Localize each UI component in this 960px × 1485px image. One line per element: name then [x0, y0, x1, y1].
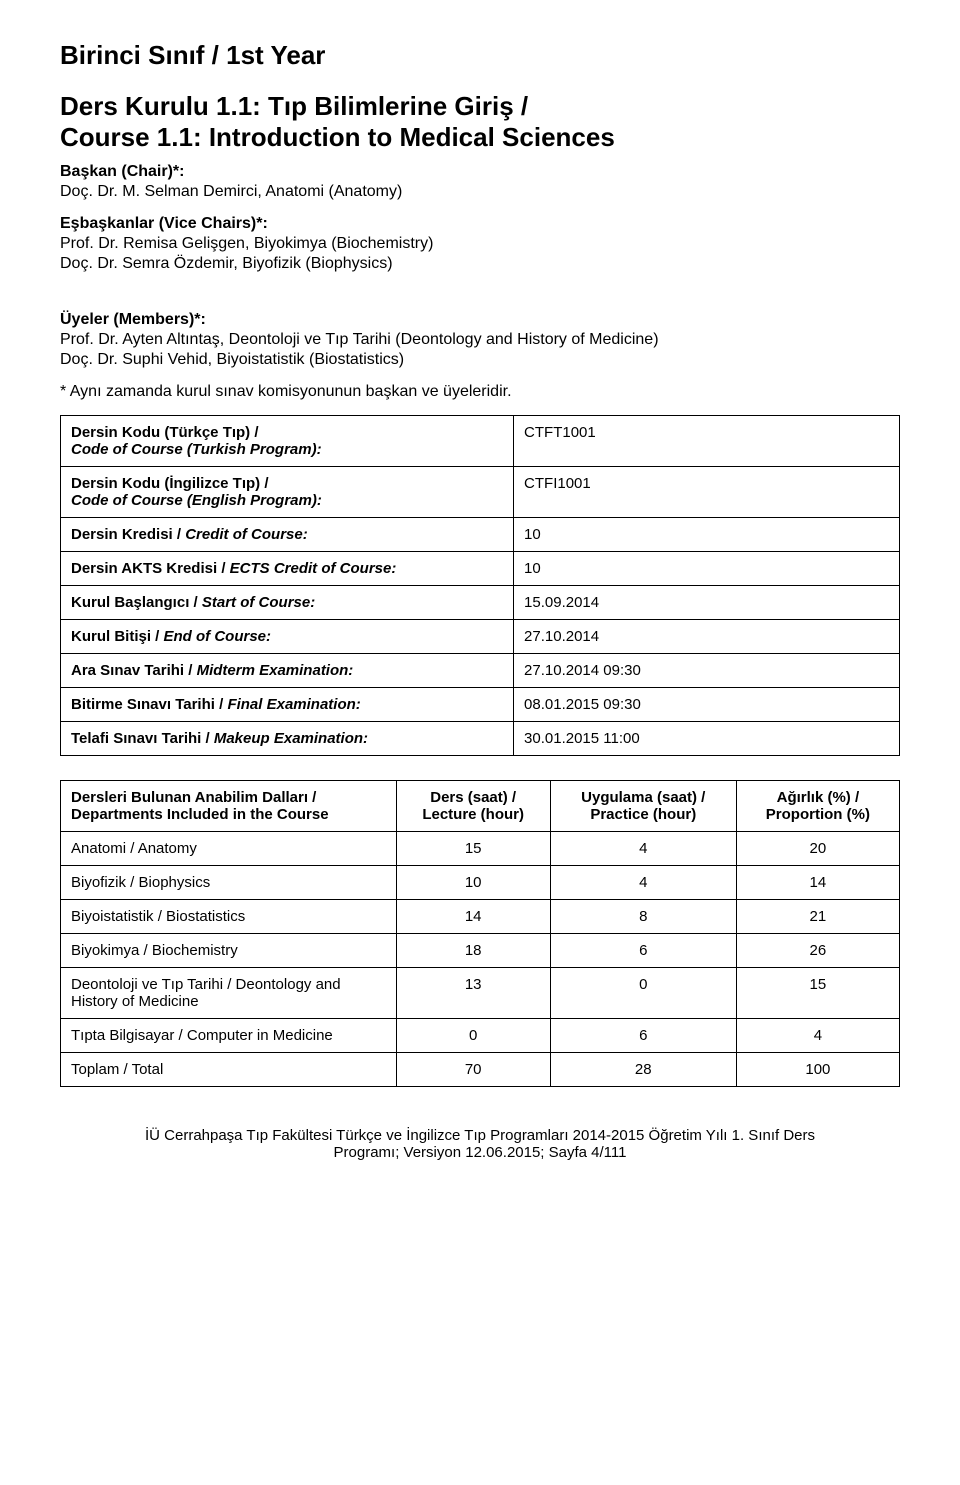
- dept-proportion: 14: [736, 866, 899, 900]
- dept-lecture: 13: [396, 968, 550, 1019]
- info-row: Dersin AKTS Kredisi / ECTS Credit of Cou…: [61, 552, 900, 586]
- info-row: Bitirme Sınavı Tarihi / Final Examinatio…: [61, 688, 900, 722]
- dept-lecture: 10: [396, 866, 550, 900]
- dept-proportion: 26: [736, 934, 899, 968]
- info-row: Dersin Kredisi / Credit of Course:10: [61, 518, 900, 552]
- course-info-table: Dersin Kodu (Türkçe Tıp) /Code of Course…: [60, 415, 900, 756]
- dept-name: Deontoloji ve Tıp Tarihi / Deontology an…: [61, 968, 397, 1019]
- dept-name: Tıpta Bilgisayar / Computer in Medicine: [61, 1019, 397, 1053]
- dept-proportion: 20: [736, 832, 899, 866]
- year-heading: Birinci Sınıf / 1st Year: [60, 40, 900, 71]
- dept-practice: 4: [550, 832, 736, 866]
- chair-block: Başkan (Chair)*: Doç. Dr. M. Selman Demi…: [60, 163, 900, 201]
- info-row: Kurul Bitişi / End of Course:27.10.2014: [61, 620, 900, 654]
- dept-practice: 6: [550, 934, 736, 968]
- info-label: Dersin Kodu (İngilizce Tıp) /Code of Cou…: [61, 467, 514, 518]
- info-label: Ara Sınav Tarihi / Midterm Examination:: [61, 654, 514, 688]
- dept-name: Toplam / Total: [61, 1053, 397, 1087]
- info-row: Ara Sınav Tarihi / Midterm Examination:2…: [61, 654, 900, 688]
- page-footer: İÜ Cerrahpaşa Tıp Fakültesi Türkçe ve İn…: [60, 1127, 900, 1161]
- course-title-en: Course 1.1: Introduction to Medical Scie…: [60, 122, 615, 152]
- vicechairs-block: Eşbaşkanlar (Vice Chairs)*: Prof. Dr. Re…: [60, 215, 900, 273]
- dept-name: Biyoistatistik / Biostatistics: [61, 900, 397, 934]
- departments-table: Dersleri Bulunan Anabilim Dalları / Depa…: [60, 780, 900, 1087]
- dept-lecture: 70: [396, 1053, 550, 1087]
- dept-header-lecture: Ders (saat) / Lecture (hour): [396, 781, 550, 832]
- dept-practice: 28: [550, 1053, 736, 1087]
- dept-proportion: 15: [736, 968, 899, 1019]
- info-value: 27.10.2014: [514, 620, 900, 654]
- dept-row: Biyofizik / Biophysics10414: [61, 866, 900, 900]
- dept-header-proportion: Ağırlık (%) / Proportion (%): [736, 781, 899, 832]
- vicechair-name-1: Doç. Dr. Semra Özdemir, Biyofizik (Bioph…: [60, 255, 900, 273]
- members-block: Üyeler (Members)*: Prof. Dr. Ayten Altın…: [60, 311, 900, 369]
- dept-lecture: 18: [396, 934, 550, 968]
- info-value: 10: [514, 552, 900, 586]
- info-row: Kurul Başlangıcı / Start of Course:15.09…: [61, 586, 900, 620]
- dept-row: Anatomi / Anatomy15420: [61, 832, 900, 866]
- info-value: 08.01.2015 09:30: [514, 688, 900, 722]
- info-value: 10: [514, 518, 900, 552]
- vicechair-name-0: Prof. Dr. Remisa Gelişgen, Biyokimya (Bi…: [60, 235, 900, 253]
- footnote: * Aynı zamanda kurul sınav komisyonunun …: [60, 383, 900, 401]
- dept-lecture: 0: [396, 1019, 550, 1053]
- course-title-tr: Ders Kurulu 1.1: Tıp Bilimlerine Giriş /: [60, 91, 528, 121]
- members-label: Üyeler (Members)*:: [60, 311, 900, 329]
- dept-proportion: 21: [736, 900, 899, 934]
- vicechairs-label: Eşbaşkanlar (Vice Chairs)*:: [60, 215, 900, 233]
- dept-proportion: 100: [736, 1053, 899, 1087]
- chair-label: Başkan (Chair)*:: [60, 163, 900, 181]
- info-label: Dersin AKTS Kredisi / ECTS Credit of Cou…: [61, 552, 514, 586]
- dept-row: Deontoloji ve Tıp Tarihi / Deontology an…: [61, 968, 900, 1019]
- dept-name: Biyofizik / Biophysics: [61, 866, 397, 900]
- info-label: Bitirme Sınavı Tarihi / Final Examinatio…: [61, 688, 514, 722]
- member-name-0: Prof. Dr. Ayten Altıntaş, Deontoloji ve …: [60, 331, 900, 349]
- dept-name: Biyokimya / Biochemistry: [61, 934, 397, 968]
- info-label: Kurul Bitişi / End of Course:: [61, 620, 514, 654]
- footer-line-1: İÜ Cerrahpaşa Tıp Fakültesi Türkçe ve İn…: [145, 1127, 815, 1144]
- info-value: 27.10.2014 09:30: [514, 654, 900, 688]
- dept-practice: 6: [550, 1019, 736, 1053]
- footer-line-2: Programı; Versiyon 12.06.2015; Sayfa 4/1…: [334, 1144, 627, 1161]
- info-label: Kurul Başlangıcı / Start of Course:: [61, 586, 514, 620]
- info-row: Dersin Kodu (İngilizce Tıp) /Code of Cou…: [61, 467, 900, 518]
- chair-name: Doç. Dr. M. Selman Demirci, Anatomi (Ana…: [60, 183, 900, 201]
- dept-header-practice: Uygulama (saat) / Practice (hour): [550, 781, 736, 832]
- info-value: 30.01.2015 11:00: [514, 722, 900, 756]
- dept-proportion: 4: [736, 1019, 899, 1053]
- course-title: Ders Kurulu 1.1: Tıp Bilimlerine Giriş /…: [60, 91, 900, 153]
- dept-practice: 8: [550, 900, 736, 934]
- dept-row: Biyoistatistik / Biostatistics14821: [61, 900, 900, 934]
- member-name-1: Doç. Dr. Suphi Vehid, Biyoistatistik (Bi…: [60, 351, 900, 369]
- info-label: Telafi Sınavı Tarihi / Makeup Examinatio…: [61, 722, 514, 756]
- info-row: Dersin Kodu (Türkçe Tıp) /Code of Course…: [61, 416, 900, 467]
- info-label: Dersin Kodu (Türkçe Tıp) /Code of Course…: [61, 416, 514, 467]
- dept-lecture: 14: [396, 900, 550, 934]
- dept-name: Anatomi / Anatomy: [61, 832, 397, 866]
- info-value: CTFT1001: [514, 416, 900, 467]
- dept-header-name: Dersleri Bulunan Anabilim Dalları / Depa…: [61, 781, 397, 832]
- dept-practice: 4: [550, 866, 736, 900]
- dept-row: Tıpta Bilgisayar / Computer in Medicine0…: [61, 1019, 900, 1053]
- info-label: Dersin Kredisi / Credit of Course:: [61, 518, 514, 552]
- dept-row: Toplam / Total7028100: [61, 1053, 900, 1087]
- dept-header-row: Dersleri Bulunan Anabilim Dalları / Depa…: [61, 781, 900, 832]
- info-value: 15.09.2014: [514, 586, 900, 620]
- info-value: CTFI1001: [514, 467, 900, 518]
- dept-practice: 0: [550, 968, 736, 1019]
- info-row: Telafi Sınavı Tarihi / Makeup Examinatio…: [61, 722, 900, 756]
- dept-row: Biyokimya / Biochemistry18626: [61, 934, 900, 968]
- dept-lecture: 15: [396, 832, 550, 866]
